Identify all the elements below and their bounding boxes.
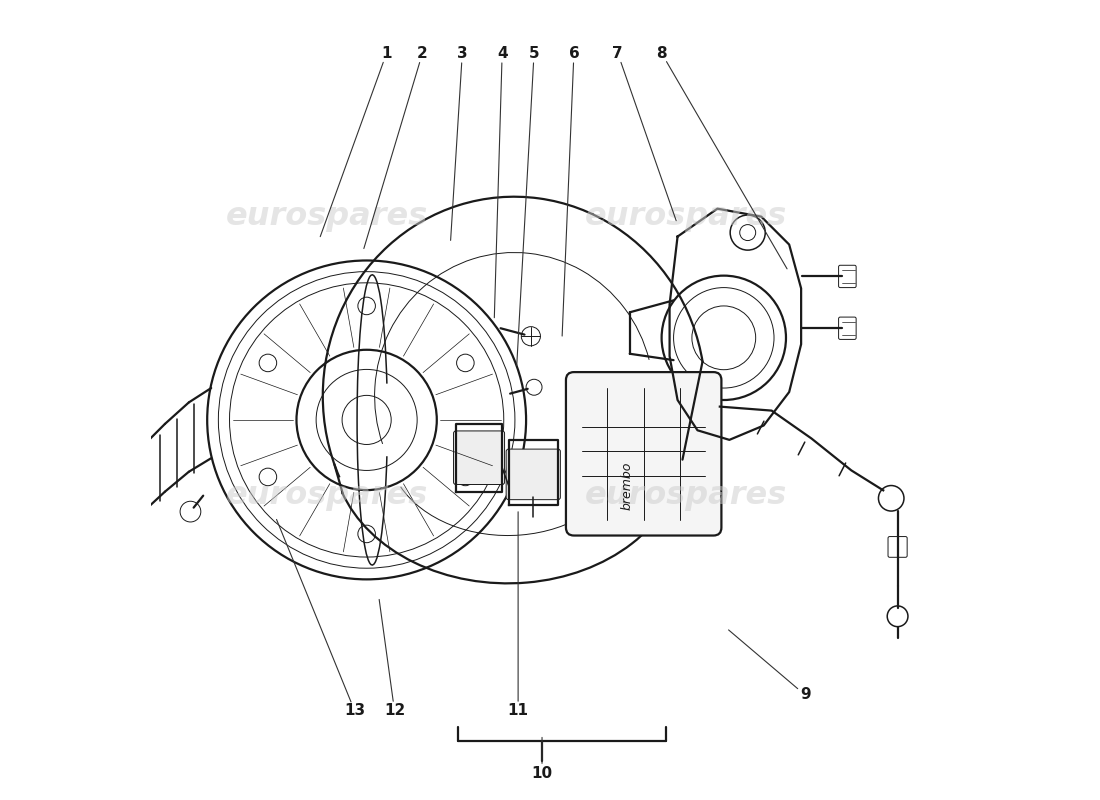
Text: 1: 1	[382, 46, 392, 61]
FancyBboxPatch shape	[453, 431, 505, 485]
FancyBboxPatch shape	[506, 449, 560, 500]
Text: 12: 12	[384, 703, 405, 718]
Text: brembo: brembo	[620, 462, 634, 510]
Text: eurospares: eurospares	[584, 201, 786, 232]
Text: 10: 10	[531, 766, 552, 781]
Text: 3: 3	[456, 46, 468, 61]
Text: 13: 13	[344, 703, 365, 718]
FancyBboxPatch shape	[565, 372, 722, 535]
FancyBboxPatch shape	[838, 266, 856, 287]
Text: eurospares: eurospares	[226, 201, 428, 232]
Text: 6: 6	[569, 46, 580, 61]
FancyBboxPatch shape	[888, 537, 907, 558]
Text: 4: 4	[497, 46, 507, 61]
Text: 2: 2	[417, 46, 428, 61]
Text: 7: 7	[613, 46, 623, 61]
Text: 9: 9	[800, 687, 811, 702]
Text: 8: 8	[657, 46, 667, 61]
Text: 11: 11	[507, 703, 529, 718]
Text: 5: 5	[529, 46, 539, 61]
Text: eurospares: eurospares	[584, 480, 786, 511]
FancyBboxPatch shape	[838, 317, 856, 339]
Text: eurospares: eurospares	[226, 480, 428, 511]
